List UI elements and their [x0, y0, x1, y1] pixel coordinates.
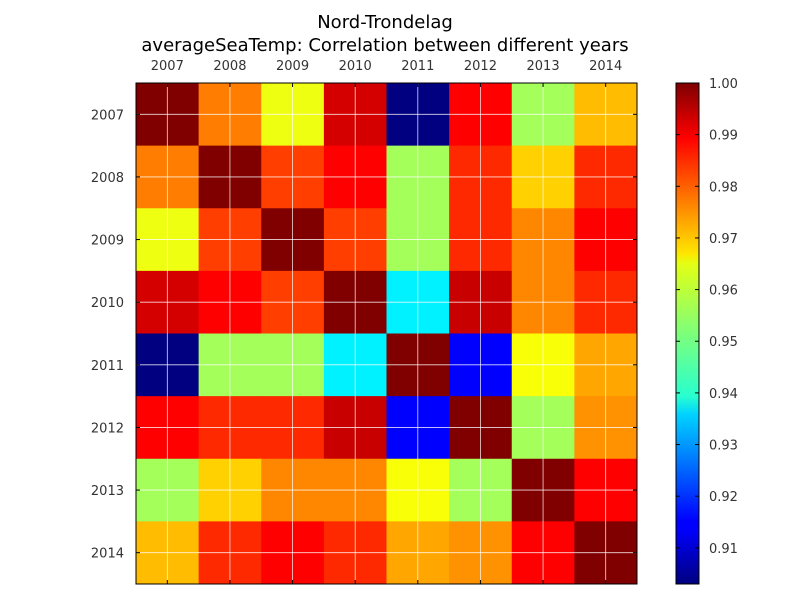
x-tick-label: 2007: [151, 59, 184, 74]
colorbar-tick-label: 0.96: [709, 284, 738, 299]
y-tick-label: 2008: [91, 171, 124, 186]
y-tick-label: 2011: [91, 359, 124, 374]
x-tick-label: 2012: [464, 59, 497, 74]
x-tick-label: 2010: [339, 59, 372, 74]
y-axis-ticks: 2007 2008 2009 2010 2011 2012 2013 2014: [91, 108, 637, 562]
colorbar-tick-label: 0.99: [709, 129, 738, 144]
colorbar-tick-label: 0.92: [709, 490, 738, 505]
x-axis-ticks: 2007 2008 2009 2010 2011 2012 2013 2014: [151, 59, 622, 584]
y-tick-label: 2007: [91, 108, 124, 123]
colorbar-ticks: 0.91 0.92 0.93 0.94 0.95 0.96 0.97 0.98 0.99 1.00: [676, 77, 738, 557]
y-tick-label: 2010: [91, 296, 124, 311]
colorbar: [675, 82, 700, 585]
x-tick-label: 2011: [401, 59, 434, 74]
x-tick-label: 2009: [276, 59, 309, 74]
y-tick-label: 2014: [91, 547, 124, 562]
heatmap-cells: [136, 83, 638, 585]
x-tick-label: 2008: [213, 59, 246, 74]
x-tick-label: 2014: [589, 59, 622, 74]
heatmap-grid: [136, 83, 637, 584]
y-tick-label: 2009: [91, 234, 124, 249]
x-tick-label: 2013: [527, 59, 560, 74]
colorbar-tick-label: 0.97: [709, 232, 738, 247]
colorbar-tick-label: 0.94: [709, 387, 738, 402]
colorbar-tick-label: 1.00: [709, 77, 738, 92]
y-tick-label: 2013: [91, 484, 124, 499]
chart-subtitle: averageSeaTemp: Correlation between diff…: [141, 35, 628, 56]
y-tick-label: 2012: [91, 421, 124, 436]
chart-title: Nord-Trondelag: [317, 12, 453, 33]
plot-frame: [135, 82, 638, 585]
colorbar-tick-label: 0.93: [709, 439, 738, 454]
colorbar-tick-label: 0.98: [709, 180, 738, 195]
colorbar-tick-label: 0.95: [709, 335, 738, 350]
colorbar-tick-label: 0.91: [709, 542, 738, 557]
